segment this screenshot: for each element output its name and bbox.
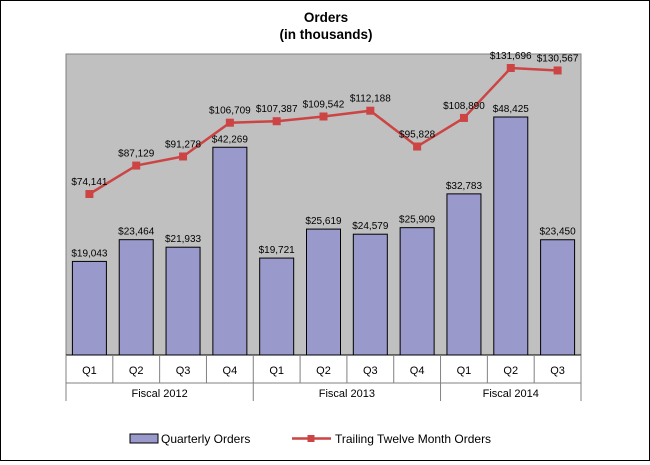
tick-label-4: Q4 — [223, 365, 238, 377]
ttm-marker-11 — [553, 66, 562, 75]
bar-series: $19,043 $23,464 $21,933 $42,269 $19,721 $25,6… — [71, 104, 577, 356]
bar-8 — [399, 227, 435, 356]
ttm-marker-4 — [225, 118, 234, 127]
tick-label-10: Q2 — [503, 365, 518, 377]
ttm-marker-9 — [459, 113, 468, 122]
ttm-label-2: $87,129 — [118, 149, 155, 160]
ttm-marker-1 — [85, 190, 94, 198]
bar-6 — [306, 228, 341, 356]
ttm-label-1: $74,141 — [71, 177, 108, 188]
line-series: $74,141 $87,129 $91,278 $106,709 $107,387 $10… — [71, 51, 579, 198]
ttm-label-10: $131,696 — [490, 51, 532, 62]
ttm-label-6: $109,542 — [303, 99, 345, 110]
ttm-label-8: $95,828 — [399, 130, 436, 141]
bar-10 — [493, 116, 529, 356]
ttm-marker-10 — [506, 64, 515, 72]
legend-swatch-quarterly — [129, 433, 159, 444]
ttm-label-7: $112,188 — [350, 94, 391, 105]
ttm-label-4: $106,709 — [209, 106, 251, 117]
bar-label-2: $23,464 — [118, 227, 155, 238]
bar-label-3: $21,933 — [165, 234, 202, 245]
ttm-label-5: $107,387 — [256, 104, 298, 115]
bar-label-7: $24,579 — [352, 221, 389, 232]
bar-9 — [446, 193, 482, 356]
ttm-marker-8 — [413, 142, 422, 151]
bar-11 — [540, 239, 576, 356]
bar-label-11: $23,450 — [540, 227, 577, 238]
bar-1 — [71, 260, 107, 356]
bar-label-5: $19,721 — [259, 245, 296, 256]
bar-label-10: $48,425 — [493, 104, 530, 115]
chart-title: Orders — [304, 10, 348, 25]
tick-label-9: Q1 — [457, 365, 472, 377]
legend-marker-ttm — [307, 435, 315, 442]
tick-label-2: Q2 — [129, 365, 144, 377]
legend-label-quarterly: Quarterly Orders — [161, 432, 250, 446]
tick-label-7: Q3 — [363, 365, 378, 377]
tick-label-5: Q1 — [269, 365, 284, 377]
chart-subtitle: (in thousands) — [280, 27, 373, 42]
ttm-label-11: $130,567 — [537, 53, 579, 64]
bar-2 — [118, 239, 154, 356]
bar-5 — [259, 257, 295, 356]
ttm-label-3: $91,278 — [165, 139, 202, 150]
ttm-marker-2 — [132, 161, 141, 170]
legend: Quarterly Orders Trailing Twelve Month O… — [129, 432, 491, 446]
group-label-1: Fiscal 2012 — [132, 388, 188, 400]
bar-label-9: $32,783 — [446, 181, 483, 192]
tick-label-1: Q1 — [82, 365, 97, 377]
bar-3 — [165, 246, 201, 356]
tick-label-8: Q4 — [410, 365, 425, 377]
bar-label-1: $19,043 — [71, 248, 108, 259]
tick-label-6: Q2 — [316, 365, 331, 377]
ttm-label-9: $108,890 — [443, 101, 485, 112]
bar-label-8: $25,909 — [399, 215, 436, 226]
group-label-2: Fiscal 2013 — [319, 388, 375, 400]
ttm-marker-3 — [179, 152, 188, 161]
ttm-marker-7 — [366, 106, 375, 115]
tick-label-3: Q3 — [176, 365, 191, 377]
group-label-3: Fiscal 2014 — [483, 388, 539, 400]
bar-label-6: $25,619 — [305, 216, 342, 227]
bar-7 — [352, 233, 388, 356]
bar-label-4: $42,269 — [212, 134, 249, 145]
x-axis: Q1 Q2 Q3 Q4 Q1 Q2 Q3 Q4 Q1 Q2 Q3 Fiscal 2012 Fiscal … — [65, 354, 582, 401]
legend-label-ttm: Trailing Twelve Month Orders — [335, 432, 491, 446]
bar-4 — [212, 146, 248, 356]
ttm-marker-5 — [272, 117, 281, 126]
tick-label-11: Q3 — [550, 365, 565, 377]
ttm-marker-6 — [319, 112, 328, 121]
